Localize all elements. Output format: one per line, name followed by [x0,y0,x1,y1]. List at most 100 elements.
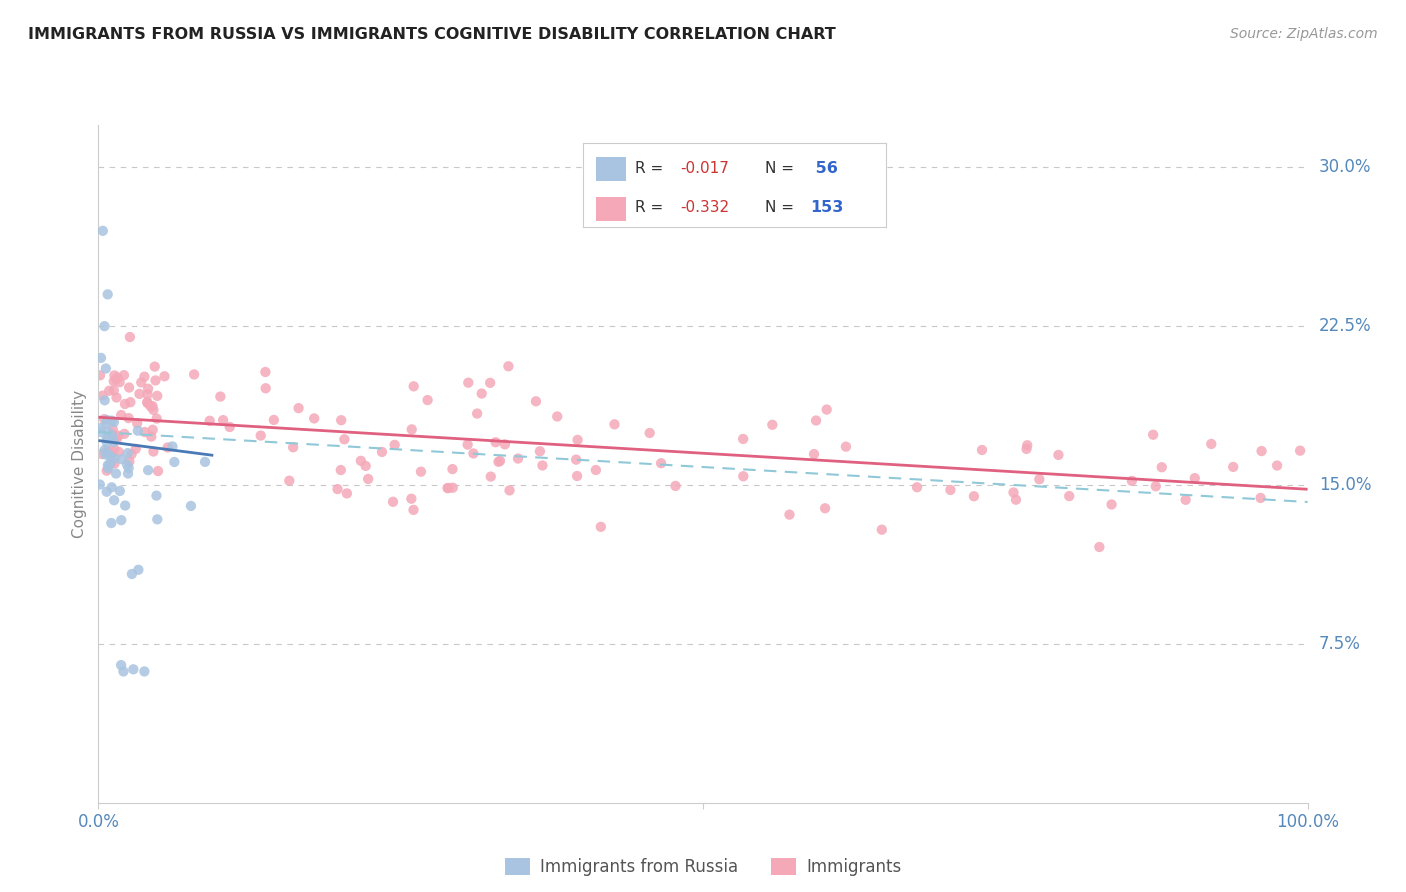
Point [1174,492,1197,507]
Point [134,665,156,679]
Point [117,467,139,481]
Point [96,413,118,427]
Text: -0.332: -0.332 [681,200,730,215]
Point [1289,443,1312,458]
Point [100,480,122,494]
Point [97,432,120,446]
Point [333,432,356,446]
Text: 153: 153 [810,200,844,215]
Point [156,441,179,455]
Point [779,508,801,522]
Text: R =: R = [636,200,668,215]
Point [127,424,149,438]
Point [1201,437,1223,451]
Point [141,399,163,413]
Point [97,448,120,462]
Point [815,402,838,417]
Point [402,503,425,517]
Point [650,456,672,470]
Point [302,411,325,425]
Point [96,446,118,460]
Point [1144,479,1167,493]
Point [1002,485,1025,500]
Point [107,428,129,442]
Point [118,461,141,475]
Point [1101,498,1123,512]
Point [441,481,464,495]
Point [125,442,148,456]
Point [733,469,755,483]
Point [1121,474,1143,488]
Point [97,461,120,475]
Point [136,396,159,410]
Point [136,387,159,401]
Point [103,457,125,471]
Point [401,491,423,506]
Point [103,451,125,466]
Point [103,442,125,456]
Point [336,486,359,500]
Point [120,395,142,409]
Point [939,483,962,497]
Point [835,440,858,454]
Point [134,425,156,439]
Point [110,658,132,673]
Point [1250,444,1272,458]
Point [100,457,122,471]
Text: 30.0%: 30.0% [1319,158,1371,177]
Point [287,401,309,416]
Text: 7.5%: 7.5% [1319,635,1361,653]
Point [506,451,529,466]
Point [163,455,186,469]
Point [100,516,122,530]
Point [357,472,380,486]
Point [101,427,124,442]
Point [330,413,353,427]
Point [142,444,165,458]
Point [283,440,305,454]
Point [136,382,159,396]
Point [103,368,125,383]
Point [733,432,755,446]
Point [498,483,520,498]
Point [117,446,139,460]
Point [371,445,394,459]
Point [89,368,111,383]
Point [326,482,349,496]
Point [139,400,162,414]
Point [93,319,115,334]
Point [218,420,240,434]
Point [94,361,117,376]
Point [103,434,125,449]
Point [121,567,143,582]
Point [94,445,117,459]
Point [870,523,893,537]
Point [546,409,568,424]
Point [382,495,405,509]
Point [905,480,928,494]
Point [98,432,121,446]
Point [115,458,138,472]
Point [118,330,141,344]
Point [436,481,458,495]
Point [94,416,117,430]
Point [108,376,131,390]
Text: N =: N = [765,200,799,215]
Text: 56: 56 [810,161,838,176]
Point [814,501,837,516]
Point [1222,459,1244,474]
Point [354,458,377,473]
Point [142,423,165,437]
Point [401,422,423,436]
Point [463,446,485,460]
Point [107,370,129,384]
Point [153,369,176,384]
Point [112,665,135,679]
Point [117,411,139,425]
Point [122,662,145,676]
Point [529,444,551,458]
Point [103,445,125,459]
Point [479,376,502,390]
Text: R =: R = [636,161,668,176]
Point [198,414,221,428]
